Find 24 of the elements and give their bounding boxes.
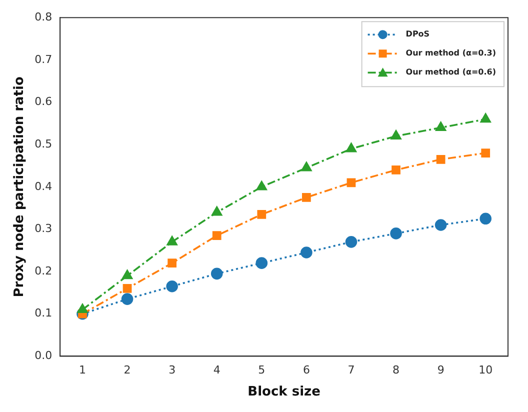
legend-label: Our method (α=0.3) [406,48,496,58]
x-tick-label: 9 [437,364,444,377]
y-tick-label: 0.1 [34,306,52,320]
x-tick-label: 6 [302,364,310,377]
y-tick-label: 0.6 [34,95,52,108]
y-tick-label: 0.8 [34,10,52,24]
x-tick-label: 1 [78,364,86,377]
legend-label: Our method (α=0.6) [406,68,496,77]
x-tick-label: 4 [213,364,220,377]
y-axis-title: Proxy node participation ratio [12,76,28,298]
x-tick-label: 8 [392,364,400,377]
y-tick-label: 0.2 [34,264,52,278]
x-tick-label: 10 [478,364,493,377]
y-tick-label: 0.0 [34,349,52,362]
x-tick-label: 3 [168,364,176,377]
y-tick-label: 0.5 [34,137,52,150]
x-axis-title: Block size [248,384,321,400]
x-tick-label: 2 [124,364,131,377]
x-tick-label: 7 [348,364,355,377]
y-tick-label: 0.4 [34,180,52,193]
y-tick-label: 0.7 [34,52,52,66]
y-tick-label: 0.3 [34,222,52,236]
legend-label: DPoS [406,30,430,39]
x-tick-label: 5 [258,364,266,377]
